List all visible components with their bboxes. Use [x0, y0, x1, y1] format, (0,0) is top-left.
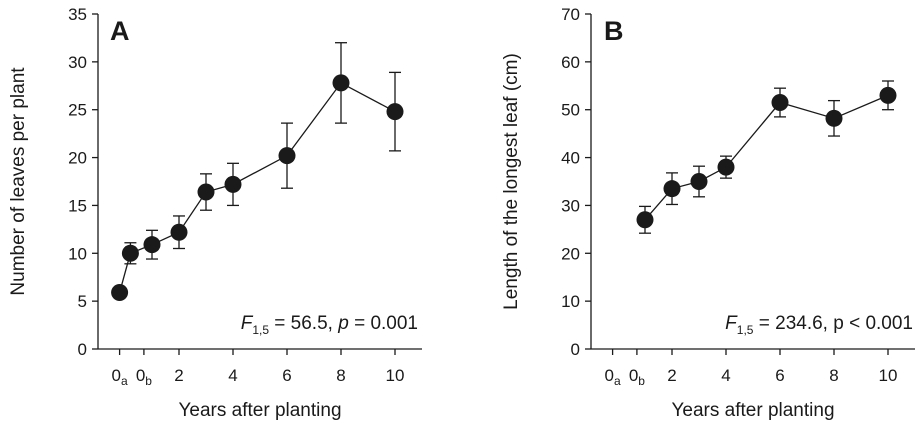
data-point: [111, 284, 129, 302]
data-point: [224, 175, 242, 193]
stat-annotation: F1,5 = 56.5, p = 0.001: [241, 313, 418, 337]
x-tick-label-sub: a: [614, 374, 621, 388]
x-axis-title: Years after planting: [671, 400, 834, 421]
x-tick-label: 0b: [629, 366, 645, 388]
x-tick-label-main: 4: [721, 366, 730, 385]
data-point: [636, 211, 654, 229]
x-tick-label: 8: [336, 366, 345, 385]
x-tick-label-main: 0: [629, 366, 638, 385]
x-tick-label-main: 8: [829, 366, 838, 385]
y-tick-label: 30: [68, 53, 87, 72]
stat-f: F: [725, 313, 738, 334]
stat-value: = 56.5,: [269, 313, 338, 334]
data-point: [717, 158, 735, 176]
x-tick-label: 6: [775, 366, 784, 385]
data-point: [386, 103, 404, 121]
y-tick-label: 0: [78, 340, 87, 359]
y-tick-label: 15: [68, 196, 87, 215]
x-tick-label: 6: [282, 366, 291, 385]
x-tick-label-main: 8: [336, 366, 345, 385]
y-tick-label: 30: [561, 196, 580, 215]
stat-df: 1,5: [252, 323, 269, 337]
x-axis-title: Years after planting: [178, 400, 341, 421]
y-axis-title: Length of the longest leaf (cm): [501, 53, 522, 310]
data-point: [278, 147, 296, 165]
x-tick-label-main: 0: [605, 366, 614, 385]
stat-p-value: = 0.001: [349, 313, 418, 334]
y-tick-label: 20: [561, 244, 580, 263]
x-tick-label-main: 2: [174, 366, 183, 385]
y-tick-label: 50: [561, 101, 580, 120]
data-point: [197, 183, 215, 201]
stat-annotation: F1,5 = 234.6, p < 0.001: [725, 313, 913, 337]
x-tick-label: 8: [829, 366, 838, 385]
stat-value: = 234.6, p < 0.001: [753, 313, 913, 334]
x-tick-label: 0b: [136, 366, 152, 388]
x-tick-label-main: 10: [879, 366, 898, 385]
y-tick-label: 0: [571, 340, 580, 359]
x-tick-label-main: 0: [112, 366, 121, 385]
panel-letter: B: [604, 16, 624, 46]
x-tick-label-main: 6: [282, 366, 291, 385]
stat-df: 1,5: [737, 323, 754, 337]
x-tick-label-main: 10: [386, 366, 405, 385]
y-tick-label: 10: [561, 292, 580, 311]
y-tick-label: 5: [78, 292, 87, 311]
panel-letter: A: [110, 16, 130, 46]
x-tick-label: 2: [174, 366, 183, 385]
data-point: [690, 173, 708, 190]
y-tick-label: 60: [561, 53, 580, 72]
data-point: [663, 180, 681, 198]
y-axis-title: Number of leaves per plant: [8, 67, 29, 296]
data-point: [170, 223, 188, 241]
y-tick-label: 25: [68, 101, 87, 120]
x-tick-label-sub: a: [121, 374, 128, 388]
data-point: [825, 109, 843, 127]
y-tick-label: 70: [561, 5, 580, 24]
x-tick-label: 0a: [605, 366, 621, 388]
series-line: [118, 82, 396, 293]
data-point: [332, 74, 350, 92]
y-tick-label: 40: [561, 149, 580, 168]
data-point: [879, 86, 897, 104]
y-tick-label: 10: [68, 244, 87, 263]
stat-p: p: [337, 313, 349, 334]
x-tick-label: 0a: [112, 366, 128, 388]
x-tick-label-main: 0: [136, 366, 145, 385]
series-line: [644, 94, 889, 221]
x-tick-label-main: 2: [667, 366, 676, 385]
data-point: [121, 244, 139, 262]
x-tick-label-main: 4: [228, 366, 237, 385]
data-point: [143, 236, 161, 254]
x-tick-label: 4: [721, 366, 730, 385]
data-point: [771, 94, 789, 112]
x-tick-label-sub: b: [145, 374, 152, 388]
x-tick-label: 2: [667, 366, 676, 385]
x-tick-label: 10: [879, 366, 898, 385]
y-tick-label: 20: [68, 149, 87, 168]
x-tick-label-main: 6: [775, 366, 784, 385]
x-tick-label: 10: [386, 366, 405, 385]
x-tick-label: 4: [228, 366, 237, 385]
stat-f: F: [241, 313, 254, 334]
x-tick-label-sub: b: [638, 374, 645, 388]
y-tick-label: 35: [68, 5, 87, 24]
